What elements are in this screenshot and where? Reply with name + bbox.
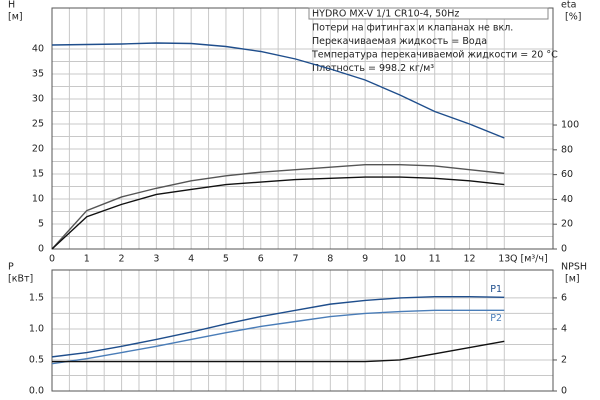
- x-tick-label: 12: [463, 254, 475, 265]
- title-box: [308, 7, 549, 20]
- x-tick-label: 6: [258, 254, 264, 265]
- y2-tick-label: 60: [561, 169, 573, 180]
- y-tick-label: 0.5: [29, 354, 44, 365]
- y-tick-label: 0: [38, 244, 44, 255]
- curve: [51, 309, 505, 365]
- annotation: Потери на фитингах и клапанах не вкл.: [312, 23, 513, 34]
- y-tick-label: 5: [38, 219, 44, 230]
- y-tick-label: 1.5: [29, 292, 44, 303]
- curve: [51, 164, 505, 250]
- y2-axis-label: eta: [561, 0, 576, 11]
- y-tick-label: 25: [32, 119, 44, 130]
- y-tick-label: 15: [32, 169, 44, 180]
- y2-tick-label: 0: [561, 386, 567, 397]
- y-tick-label: 20: [32, 144, 44, 155]
- y2-tick-label: 80: [561, 144, 573, 155]
- y-axis-unit: [м]: [8, 12, 23, 23]
- x-tick-label: 9: [362, 254, 368, 265]
- y2-axis-label: NPSH: [561, 262, 587, 273]
- chart-title: HYDRO MX-V 1/1 CR10-4, 50Hz: [312, 9, 459, 20]
- y-axis-unit: [кВт]: [8, 274, 33, 285]
- y-tick-label: 35: [32, 69, 44, 80]
- y2-tick-label: 40: [561, 194, 573, 205]
- y-tick-label: 1.0: [29, 323, 44, 334]
- y-tick-label: 30: [32, 94, 44, 105]
- plot-frame: [51, 7, 554, 250]
- x-tick-label: 7: [293, 254, 299, 265]
- y-axis-label: P: [8, 262, 14, 273]
- x-tick-label: 2: [119, 254, 125, 265]
- curve: [51, 295, 505, 358]
- legend-entry: P2: [490, 313, 502, 324]
- y-tick-label: 40: [32, 44, 44, 55]
- x-tick-label: 0: [49, 254, 55, 265]
- legend-entry: P1: [490, 284, 502, 295]
- y2-tick-label: 20: [561, 219, 573, 230]
- y-tick-label: 10: [32, 194, 44, 205]
- y2-tick-label: 2: [561, 354, 567, 365]
- x-tick-label: 1: [84, 254, 90, 265]
- y2-tick-label: 6: [561, 292, 567, 303]
- curve: [51, 42, 505, 139]
- y2-axis-unit: [%]: [565, 12, 581, 23]
- plot-frame: [51, 269, 554, 392]
- annotation: Температура перекачиваемой жидкости = 20…: [311, 50, 558, 61]
- x-tick-label: 10: [394, 254, 406, 265]
- annotation: Плотность = 998.2 кг/м³: [312, 63, 434, 74]
- y-tick-label: 0.0: [29, 386, 44, 397]
- x-tick-label: 11: [429, 254, 441, 265]
- y2-tick-label: 4: [561, 323, 567, 334]
- x-tick-label: 3: [153, 254, 159, 265]
- x-tick-label: 8: [327, 254, 333, 265]
- x-axis-label: Q [м³/ч]: [510, 254, 548, 265]
- y2-tick-label: 100: [561, 120, 579, 131]
- x-tick-label: 5: [223, 254, 229, 265]
- y2-axis-unit: [м]: [565, 274, 580, 285]
- x-tick-label: 13: [498, 254, 510, 265]
- curve: [51, 176, 505, 250]
- x-tick-label: 4: [188, 254, 194, 265]
- y-axis-label: H: [8, 0, 15, 11]
- curve: [52, 340, 505, 363]
- y2-tick-label: 0: [561, 244, 567, 255]
- annotation: Перекачиваемая жидкость = Вода: [312, 36, 487, 47]
